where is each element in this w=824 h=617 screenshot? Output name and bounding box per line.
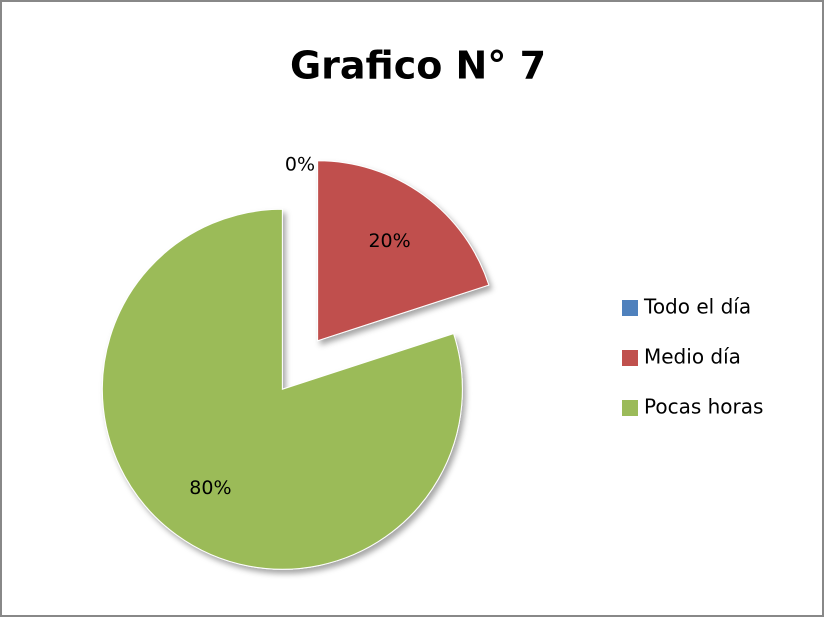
pie-slice	[101, 208, 463, 570]
legend-swatch	[622, 300, 638, 316]
pie	[101, 160, 490, 570]
data-label: 80%	[189, 477, 231, 499]
legend-label: Medio día	[644, 345, 741, 369]
legend-swatch	[622, 400, 638, 416]
legend-label: Pocas horas	[644, 395, 763, 419]
chart-title: Grafico N° 7	[290, 44, 546, 88]
data-label: 0%	[285, 154, 315, 176]
data-label: 20%	[368, 230, 410, 252]
pie-slice	[317, 160, 490, 342]
legend-label: Todo el día	[643, 295, 751, 319]
legend-swatch	[622, 350, 638, 366]
legend: Todo el día Medio día Pocas horas	[622, 295, 763, 419]
